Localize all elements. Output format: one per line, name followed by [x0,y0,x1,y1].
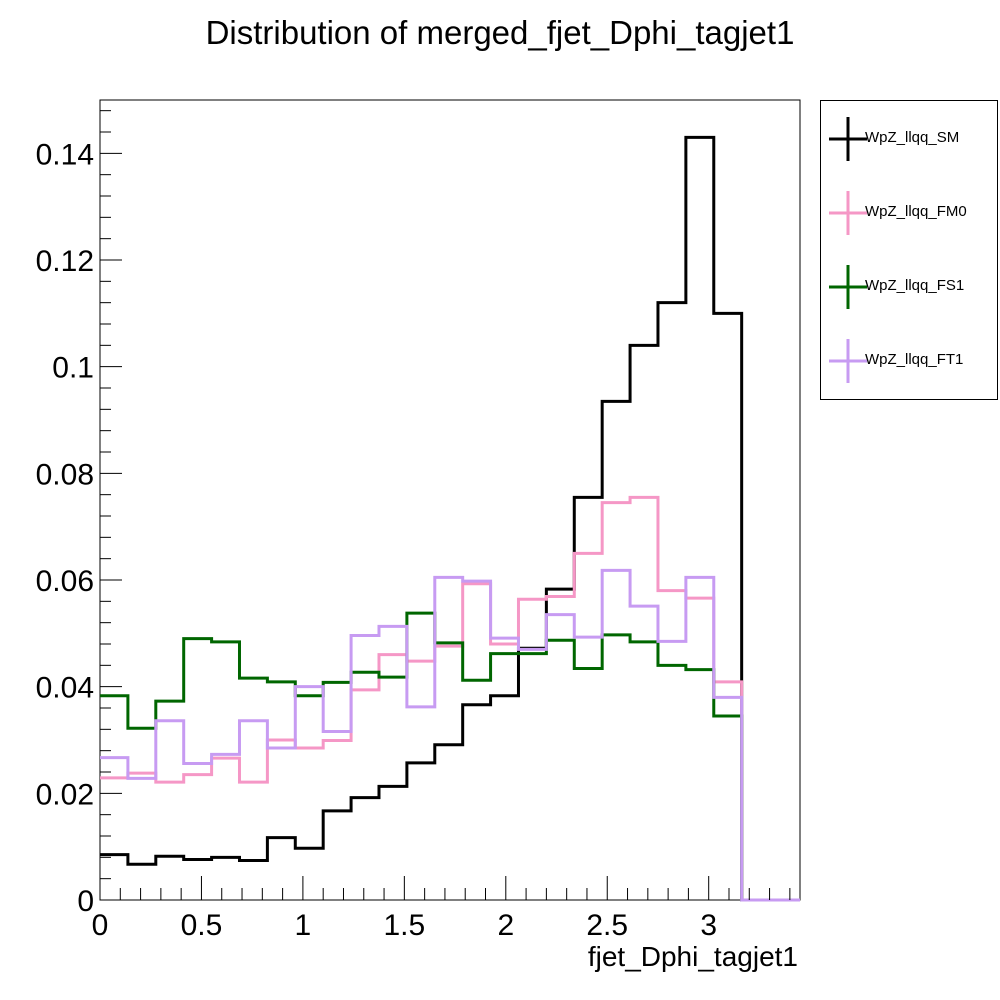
plot-frame [99,99,801,901]
y-tick-label: 0.04 [36,672,94,705]
legend: WpZ_llqq_SM WpZ_llqq_FM0 WpZ_llqq_FS1 WpZ_l… [820,100,998,400]
legend-item: WpZ_llqq_FT1 [821,331,999,391]
legend-item: WpZ_llqq_SM [821,109,999,169]
series-line-WpZ_llqq_FS1 [100,611,800,902]
y-tick-label: 0.14 [36,138,94,171]
y-tick-label: 0.08 [36,458,94,491]
y-tick-label: 0.02 [36,778,94,811]
legend-label: WpZ_llqq_SM [865,129,960,146]
x-tick-label: 3 [700,909,717,942]
legend-label: WpZ_llqq_FM0 [865,203,967,220]
y-tick-label: 0.06 [36,565,94,598]
legend-item: WpZ_llqq_FM0 [821,183,999,243]
y-tick-label: 0.12 [36,245,94,278]
x-tick-label: 0.5 [181,909,223,942]
legend-marker-icon [829,265,867,309]
legend-marker-icon [829,117,867,161]
y-tick-label: 0 [77,885,94,918]
x-axis-title: fjet_Dphi_tagjet1 [588,941,798,972]
y-tick-label: 0.1 [52,352,94,385]
legend-label: WpZ_llqq_FT1 [865,351,964,368]
legend-label: WpZ_llqq_FS1 [865,277,965,294]
x-tick-label: 0 [92,909,109,942]
legend-item: WpZ_llqq_FS1 [821,257,999,317]
chart-title: Distribution of merged_fjet_Dphi_tagjet1 [205,14,795,51]
series-line-WpZ_llqq_FT1 [100,568,800,902]
x-tick-label: 2.5 [586,909,628,942]
x-tick-label: 1.5 [383,909,425,942]
series-line-WpZ_llqq_FM0 [100,495,800,902]
legend-marker-icon [829,339,867,383]
series-line-WpZ_llqq_SM [100,135,800,902]
x-tick-label: 1 [295,909,312,942]
legend-marker-icon [829,191,867,235]
x-tick-label: 2 [497,909,514,942]
